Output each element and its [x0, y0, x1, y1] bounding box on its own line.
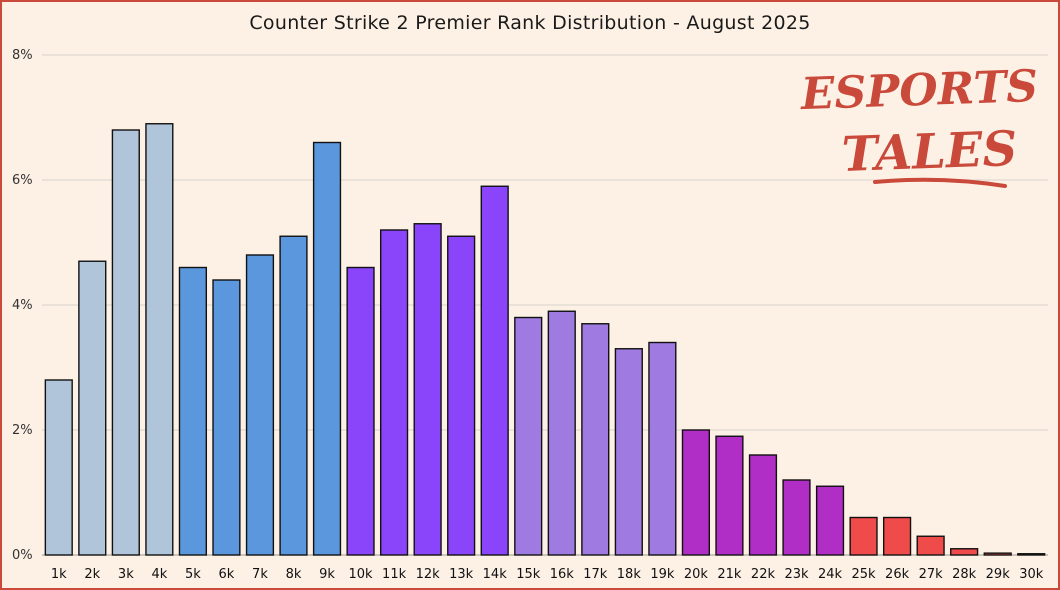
y-tick-label: 6%: [12, 173, 33, 188]
x-tick-label: 10k: [349, 567, 374, 582]
bar-11k: [379, 229, 409, 556]
logo-line-2: TALES: [841, 121, 1018, 183]
x-tick-label: 25k: [852, 567, 877, 582]
x-tick-label: 12k: [416, 567, 441, 582]
bar-12k: [413, 223, 442, 556]
bar-18k: [614, 348, 643, 556]
y-tick-label: 8%: [12, 48, 33, 63]
bar-4k: [145, 123, 174, 556]
x-tick-label: 27k: [919, 567, 944, 582]
bar-27k: [916, 535, 945, 556]
y-tick-label: 2%: [12, 423, 33, 438]
x-tick-label: 17k: [583, 567, 608, 582]
bar-24k: [815, 485, 845, 556]
x-tick-label: 15k: [516, 567, 541, 582]
x-tick-label: 30k: [1019, 567, 1044, 582]
bar-15k: [514, 316, 543, 556]
bar-1k: [44, 379, 73, 556]
x-tick-label: 21k: [717, 567, 742, 582]
bar-2k: [78, 260, 107, 556]
x-tick-label: 29k: [986, 567, 1011, 582]
x-tick-label: 16k: [550, 567, 575, 582]
bar-13k: [447, 235, 476, 556]
x-tick-label: 19k: [650, 567, 675, 582]
bar-30k: [1017, 553, 1046, 556]
x-tick-label: 13k: [449, 567, 474, 582]
bar-23k: [782, 479, 811, 556]
bar-21k: [715, 435, 744, 556]
chart-title: Counter Strike 2 Premier Rank Distributi…: [249, 12, 811, 34]
x-tick-label: 26k: [885, 567, 910, 582]
x-tick-label: 28k: [952, 567, 977, 582]
x-tick-label: 23k: [784, 567, 809, 582]
y-tick-label: 4%: [12, 298, 33, 313]
x-axis-ticks: 1k 2k 3k 4k 5k 6k 7k 8k 9k 10k 11k 12k 13k 14k 15k 16k 1…: [51, 567, 1044, 582]
x-tick-label: 4k: [151, 567, 167, 582]
bar-6k: [212, 279, 241, 556]
bar-5k: [178, 266, 208, 556]
x-tick-label: 7k: [252, 567, 268, 582]
bar-26k: [882, 516, 912, 556]
bars: [44, 123, 1046, 556]
logo-brush-stroke: [873, 177, 1007, 188]
bar-17k: [581, 323, 610, 556]
bar-28k: [950, 548, 979, 556]
bar-9k: [312, 141, 342, 556]
x-tick-label: 3k: [118, 567, 134, 582]
bar-7k: [245, 254, 275, 556]
x-tick-label: 18k: [617, 567, 642, 582]
bar-8k: [279, 235, 308, 556]
bar-29k: [983, 552, 1012, 556]
y-axis-ticks: 0% 2% 4% 6% 8%: [12, 48, 33, 563]
y-tick-label: 0%: [12, 548, 33, 563]
x-tick-label: 20k: [684, 567, 709, 582]
logo-line-1: ESPORTS: [798, 61, 1039, 120]
x-tick-label: 6k: [219, 567, 235, 582]
bar-14k: [480, 185, 509, 556]
x-tick-label: 8k: [286, 567, 302, 582]
bar-22k: [748, 454, 778, 556]
bar-19k: [648, 341, 677, 556]
bar-20k: [681, 429, 711, 556]
bar-10k: [346, 266, 375, 556]
bar-16k: [547, 310, 576, 556]
x-tick-label: 14k: [483, 567, 508, 582]
bar-25k: [849, 516, 878, 556]
x-tick-label: 24k: [818, 567, 843, 582]
x-tick-label: 22k: [751, 567, 776, 582]
x-tick-label: 9k: [319, 567, 335, 582]
x-tick-label: 11k: [382, 567, 407, 582]
x-tick-label: 5k: [185, 567, 201, 582]
bar-3k: [111, 129, 140, 556]
esports-tales-logo: ESPORTS TALES: [798, 61, 1039, 188]
x-tick-label: 2k: [84, 567, 100, 582]
x-tick-label: 1k: [51, 567, 67, 582]
